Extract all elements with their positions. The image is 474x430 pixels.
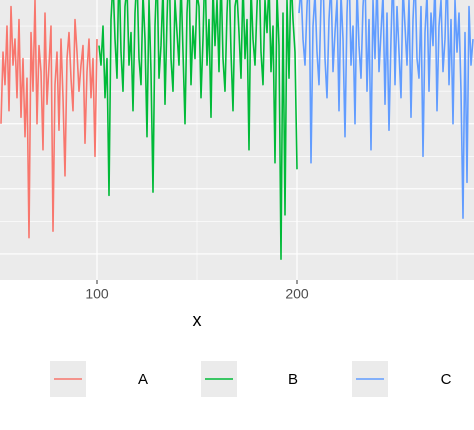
- series-line: [298, 0, 474, 219]
- x-tick-label: 100: [85, 286, 109, 302]
- series-line: [0, 0, 98, 239]
- legend-label: B: [288, 371, 298, 388]
- panel: [0, 0, 474, 280]
- series-line: [98, 0, 298, 260]
- x-axis: 100 200: [85, 280, 309, 302]
- x-tick-label: 200: [285, 286, 309, 302]
- legend: A B C: [50, 361, 452, 397]
- x-axis-label: x: [193, 310, 202, 330]
- legend-label: A: [138, 371, 148, 388]
- lines: [0, 0, 474, 260]
- legend-label: C: [441, 371, 452, 388]
